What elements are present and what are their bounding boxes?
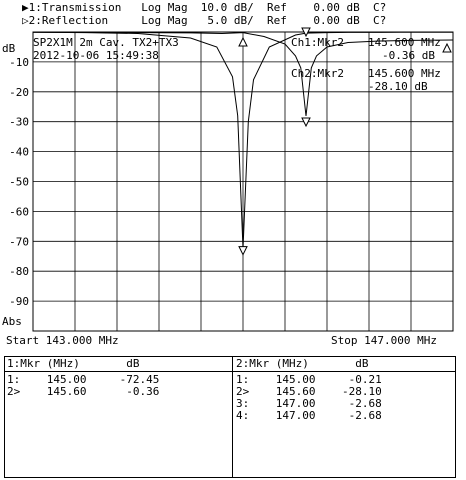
y-tick-label: -50 — [9, 176, 29, 189]
ch2-table-header: 2:Mkr (MHz) dB — [236, 357, 369, 370]
ch2-marker-label: Ch2:Mkr2 — [291, 67, 344, 80]
y-abs-label: Abs — [2, 315, 22, 328]
y-tick-label: -80 — [9, 265, 29, 278]
chart-datetime: 2012-10-06 15:49:38 — [33, 49, 159, 62]
table-divider — [232, 357, 233, 477]
ch2-marker1-icon — [238, 36, 248, 47]
ch1-marker-row[interactable]: 1: 145.00 -72.45 — [7, 373, 160, 386]
ch2-marker-value: -28.10 dB — [368, 80, 428, 93]
ch1-marker1-icon — [238, 246, 248, 256]
marker-table: 1:Mkr (MHz) dB 1: 145.00 -72.45 2> 145.6… — [4, 356, 456, 478]
ch1-table-header: 1:Mkr (MHz) dB — [7, 357, 140, 370]
transmission-trace — [32, 31, 453, 249]
ch2-marker-row[interactable]: 3: 147.00 -2.68 — [236, 397, 382, 410]
reflection-trace — [32, 31, 454, 117]
y-tick-label: -10 — [9, 56, 29, 69]
ch2-marker-freq: 145.600 MHz — [368, 67, 441, 80]
y-tick-label: -30 — [9, 116, 29, 129]
ch2-marker-row[interactable]: 2> 145.60 -28.10 — [236, 385, 382, 398]
channel2-header[interactable]: ▷2:Reflection Log Mag 5.0 dB/ Ref 0.00 d… — [22, 14, 387, 27]
y-unit-label: dB — [2, 42, 16, 55]
ch1-marker-label: Ch1:Mkr2 — [291, 36, 344, 49]
ch1-header-rule — [5, 371, 232, 372]
ch2-header-rule — [233, 371, 455, 372]
ch2-marker-row[interactable]: 4: 147.00 -2.68 — [236, 409, 382, 422]
ch2-marker-row[interactable]: 1: 145.00 -0.21 — [236, 373, 382, 386]
ch2-marker3-icon — [442, 42, 452, 53]
ch1-marker-value: -0.36 dB — [382, 49, 435, 62]
y-tick-label: -20 — [9, 86, 29, 99]
stop-frequency[interactable]: Stop 147.000 MHz — [331, 334, 437, 347]
ch1-marker-freq: 145.600 MHz — [368, 36, 441, 49]
ch1-marker2-icon — [301, 27, 311, 38]
channel1-header[interactable]: ▶1:Transmission Log Mag 10.0 dB/ Ref 0.0… — [22, 1, 387, 14]
chart-title: SP2X1M 2m Cav. TX2+TX3 — [33, 36, 179, 49]
y-tick-label: -90 — [9, 295, 29, 308]
ch2-marker2-icon — [301, 117, 311, 128]
y-tick-label: -40 — [9, 146, 29, 159]
y-tick-label: -60 — [9, 205, 29, 218]
ch1-marker-row[interactable]: 2> 145.60 -0.36 — [7, 385, 160, 398]
start-frequency[interactable]: Start 143.000 MHz — [6, 334, 119, 347]
y-tick-label: -70 — [9, 235, 29, 248]
